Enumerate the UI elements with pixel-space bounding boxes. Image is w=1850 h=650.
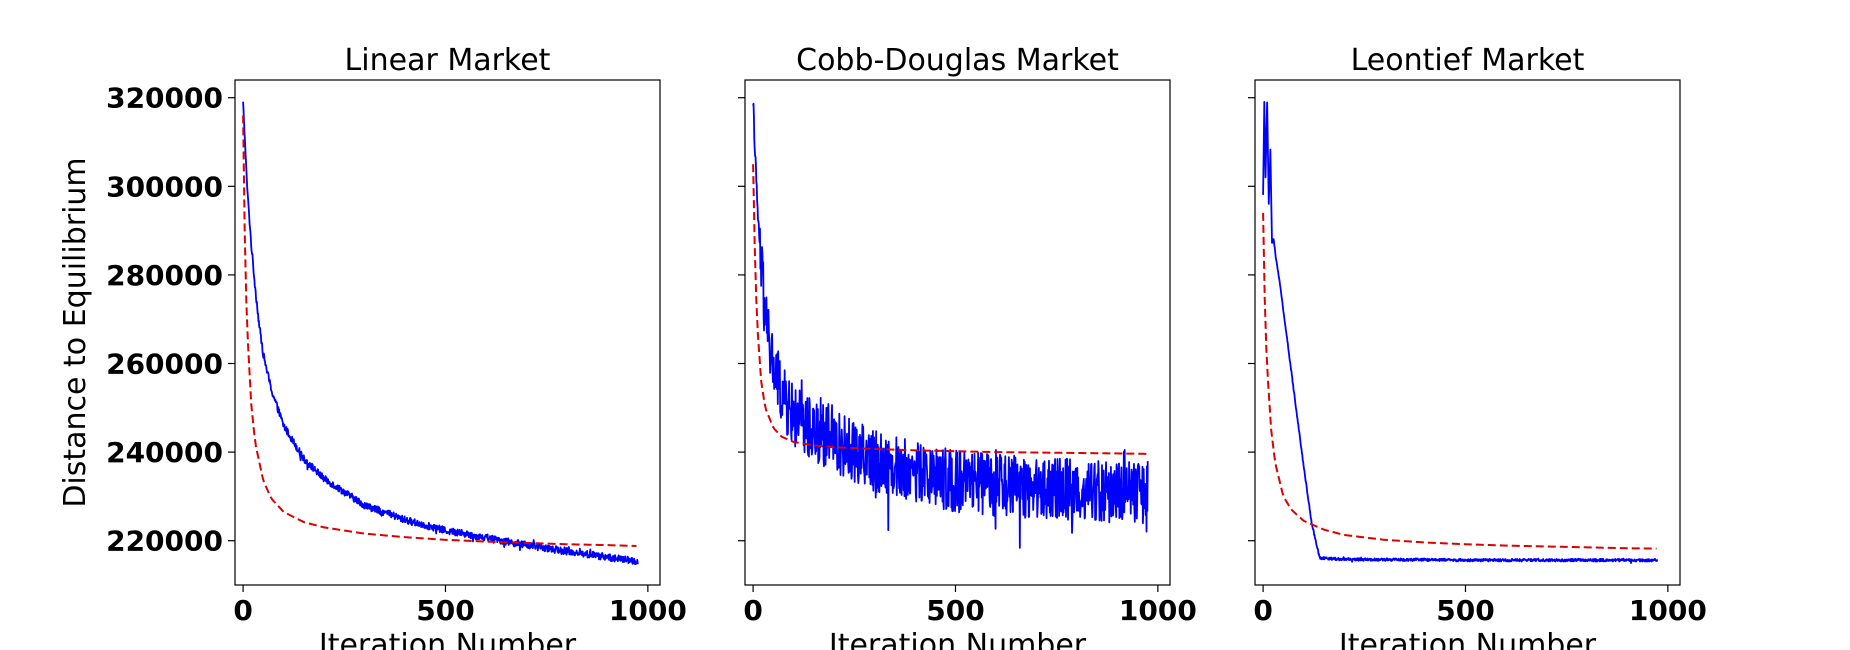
series-line-blue — [752, 102, 1149, 549]
y-axis-label: Distance to Equilibrium — [58, 157, 93, 507]
plot-frame — [744, 79, 1171, 586]
subplot-linear-market: 0 500 1000 220000 240000 260000 280000 300000 32… — [58, 43, 687, 650]
x-axis-label: Iteration Number — [829, 628, 1087, 650]
chart-title: Linear Market — [345, 43, 551, 78]
plot-frame — [1254, 79, 1681, 586]
x-tick-label: 500 — [416, 594, 474, 627]
x-axis-label: Iteration Number — [319, 628, 577, 650]
subplot-leontief-market: 0 500 1000 Leontief Market Iteration Numbe… — [1248, 43, 1707, 650]
y-tick-label: 320000 — [106, 82, 223, 115]
series-line-red-dashed — [242, 115, 637, 547]
x-tick-label: 500 — [926, 594, 984, 627]
y-tick-label: 240000 — [106, 436, 223, 469]
x-tick-label: 0 — [1253, 594, 1272, 627]
subplot-cobb-douglas-market: 0 500 1000 Cobb-Douglas Market Iteration N… — [738, 43, 1197, 650]
x-tick-label: 0 — [233, 594, 252, 627]
plot-frame — [234, 79, 661, 586]
series-layer — [1262, 100, 1659, 564]
x-tick-label: 0 — [743, 594, 762, 627]
ticks-layer: 0 500 1000 220000 240000 260000 280000 300000 32… — [106, 82, 687, 627]
x-tick-label: 500 — [1436, 594, 1494, 627]
series-layer — [752, 102, 1149, 549]
series-line-red-dashed — [752, 164, 1147, 455]
series-line-blue — [242, 101, 639, 566]
series-line-red-dashed — [1262, 212, 1657, 550]
ticks-layer: 0 500 1000 — [1248, 97, 1707, 627]
y-tick-label: 260000 — [106, 348, 223, 381]
y-tick-label: 280000 — [106, 259, 223, 292]
chart-title: Cobb-Douglas Market — [796, 43, 1119, 78]
x-tick-label: 1000 — [609, 594, 687, 627]
chart-title: Leontief Market — [1351, 43, 1585, 78]
series-layer — [242, 101, 639, 566]
x-axis-label: Iteration Number — [1339, 628, 1597, 650]
y-tick-label: 220000 — [106, 525, 223, 558]
ticks-layer: 0 500 1000 — [738, 97, 1197, 627]
x-tick-label: 1000 — [1119, 594, 1197, 627]
y-tick-label: 300000 — [106, 170, 223, 203]
x-tick-label: 1000 — [1629, 594, 1707, 627]
series-line-blue — [1262, 100, 1659, 564]
